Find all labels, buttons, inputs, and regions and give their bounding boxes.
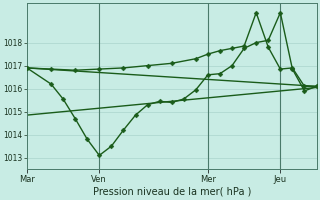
X-axis label: Pression niveau de la mer( hPa ): Pression niveau de la mer( hPa ) <box>92 187 251 197</box>
